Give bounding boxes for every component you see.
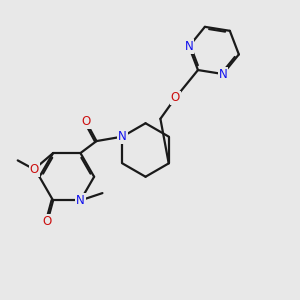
Text: O: O <box>29 163 39 176</box>
Text: O: O <box>82 115 91 128</box>
Text: O: O <box>171 92 180 104</box>
Text: O: O <box>43 215 52 228</box>
Text: N: N <box>76 194 85 207</box>
Text: N: N <box>218 68 227 80</box>
Text: N: N <box>184 40 193 53</box>
Text: N: N <box>118 130 127 143</box>
